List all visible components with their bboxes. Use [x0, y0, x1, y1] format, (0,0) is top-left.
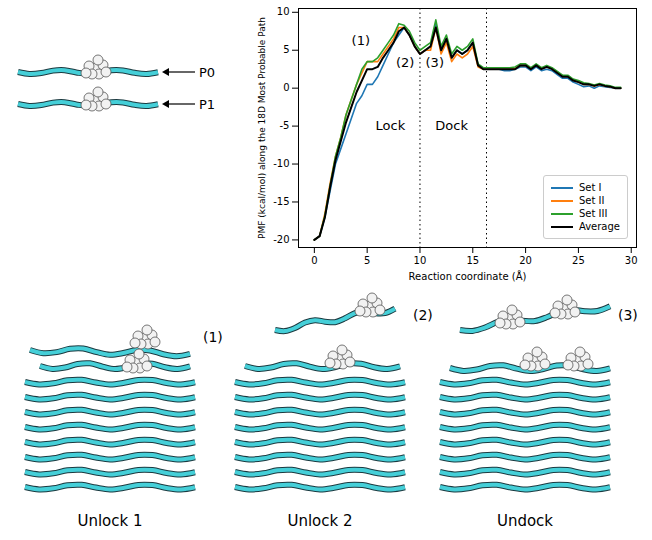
svg-text:10: 10 [277, 6, 290, 17]
svg-text:(1): (1) [203, 329, 223, 345]
html-text:Average: Average [578, 221, 620, 232]
svg-text:-5: -5 [280, 120, 290, 131]
svg-text:Unlock 2: Unlock 2 [287, 512, 352, 530]
svg-text:P0: P0 [199, 65, 215, 80]
svg-text:-10: -10 [273, 158, 289, 169]
svg-text:PMF (kcal/mol) along the 18D M: PMF (kcal/mol) along the 18D Most Probab… [257, 17, 267, 239]
svg-text:25: 25 [572, 255, 585, 266]
html-text:Set III: Set III [578, 208, 608, 219]
svg-text:(2): (2) [396, 55, 414, 70]
svg-text:(3): (3) [426, 55, 444, 70]
svg-text:5: 5 [364, 255, 370, 266]
svg-text:Reaction coordinate (Å): Reaction coordinate (Å) [409, 270, 527, 282]
svg-text:0: 0 [311, 255, 317, 266]
html-text:Set II: Set II [578, 195, 605, 206]
svg-text:Undock: Undock [497, 512, 553, 530]
svg-text:30: 30 [625, 255, 638, 266]
svg-text:P1: P1 [199, 97, 215, 112]
svg-text:5: 5 [283, 44, 289, 55]
svg-text:(2): (2) [413, 307, 433, 323]
svg-text:Lock: Lock [376, 118, 406, 133]
svg-text:10: 10 [414, 255, 427, 266]
html-text:Set I: Set I [578, 182, 602, 193]
svg-text:20: 20 [519, 255, 532, 266]
svg-text:Dock: Dock [435, 118, 468, 133]
svg-text:Unlock 1: Unlock 1 [77, 512, 142, 530]
svg-text:(3): (3) [618, 307, 638, 323]
svg-text:0: 0 [283, 82, 289, 93]
svg-text:-20: -20 [273, 234, 289, 245]
svg-text:-15: -15 [273, 196, 289, 207]
svg-text:(1): (1) [352, 33, 370, 48]
svg-text:15: 15 [466, 255, 479, 266]
